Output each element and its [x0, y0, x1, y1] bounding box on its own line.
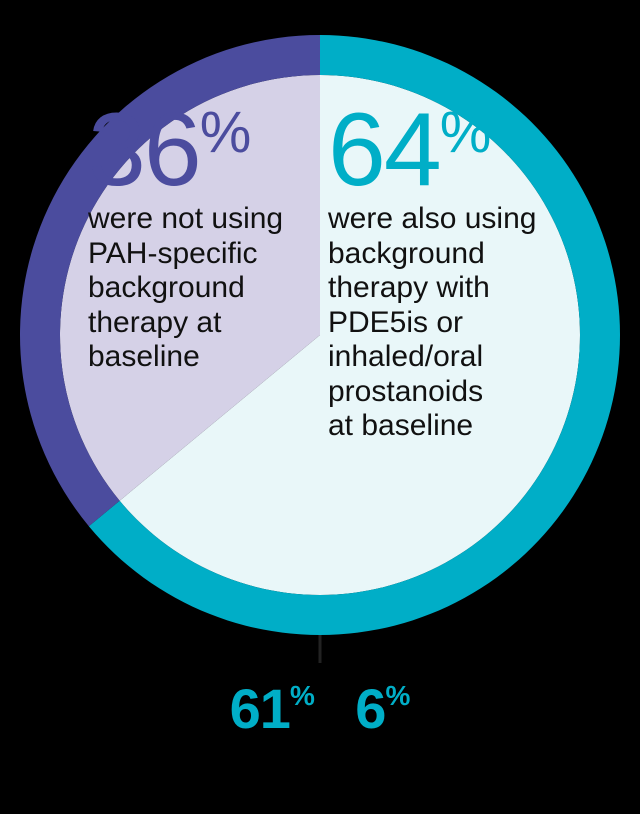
slice-left-desc: were not usingPAH-specificbackgroundther… [88, 202, 318, 375]
bottom-right-number: 6 [355, 677, 385, 740]
slice-left-value: 36% [88, 98, 318, 202]
bottom-breakdown: 61% 6% [0, 676, 640, 741]
bottom-left-pct-sign: % [290, 680, 315, 711]
slice-right-label: 64% were also usingbackgroundtherapy wit… [328, 98, 578, 444]
slice-right-number: 64 [328, 92, 440, 208]
chart-stage: 36% were not usingPAH-specificbackground… [0, 0, 640, 814]
slice-right-pct-sign: % [440, 100, 492, 165]
slice-left-label: 36% were not usingPAH-specificbackground… [88, 98, 318, 375]
bottom-left-value: 61% [230, 676, 315, 741]
bottom-right-pct-sign: % [385, 680, 410, 711]
bottom-right-value: 6% [355, 676, 410, 741]
bottom-left-number: 61 [230, 677, 290, 740]
slice-left-number: 36 [88, 92, 200, 208]
slice-right-value: 64% [328, 98, 578, 202]
slice-right-desc: were also usingbackgroundtherapy withPDE… [328, 202, 578, 444]
slice-left-pct-sign: % [200, 100, 252, 165]
